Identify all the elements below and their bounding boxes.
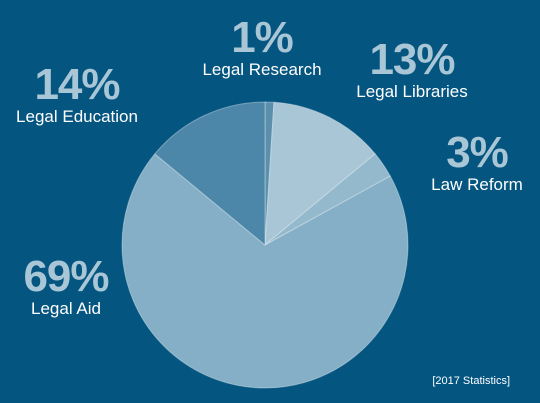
category-label-legal-aid: Legal Aid <box>31 299 101 318</box>
label-law-reform: 3% Law Reform <box>431 131 523 195</box>
value-label-legal-aid: 69% <box>23 252 109 301</box>
category-label-law-reform: Law Reform <box>431 175 523 194</box>
pie-slice-legal-aid <box>121 153 409 389</box>
value-label-legal-education: 14% <box>34 60 120 109</box>
category-label-legal-libraries: Legal Libraries <box>356 82 468 101</box>
pie-slice-legal-research <box>264 101 275 246</box>
pie-slice-legal-libraries <box>264 101 376 247</box>
value-label-law-reform: 3% <box>446 128 509 177</box>
footnote: [2017 Statistics] <box>432 375 510 387</box>
label-legal-research: 1% Legal Research <box>202 16 321 80</box>
pie-slice-law-reform <box>264 153 391 246</box>
value-label-legal-research: 1% <box>231 13 294 62</box>
pie-slice-legal-education <box>154 101 266 247</box>
label-legal-education: 14% Legal Education <box>16 63 138 127</box>
value-label-legal-libraries: 13% <box>369 35 455 84</box>
label-legal-aid: 69% Legal Aid <box>23 252 109 319</box>
category-label-legal-research: Legal Research <box>202 60 322 79</box>
category-label-legal-education: Legal Education <box>16 107 138 126</box>
label-legal-libraries: 13% Legal Libraries <box>356 38 468 102</box>
